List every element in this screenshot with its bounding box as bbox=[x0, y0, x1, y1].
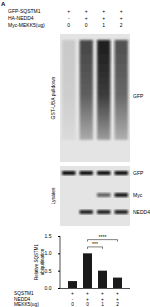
svg-text:A: A bbox=[1, 1, 6, 7]
svg-text:+: + bbox=[102, 15, 105, 21]
svg-text:0: 0 bbox=[86, 302, 89, 307]
svg-text:2: 2 bbox=[116, 302, 119, 307]
svg-text:+: + bbox=[86, 291, 89, 296]
svg-text:+: + bbox=[86, 297, 89, 302]
svg-text:MEKK5(ug): MEKK5(ug) bbox=[14, 302, 39, 307]
svg-text:ubiquitination: ubiquitination bbox=[40, 248, 45, 275]
svg-text:-: - bbox=[72, 297, 74, 302]
svg-text:Lysates: Lysates bbox=[50, 187, 56, 205]
svg-text:0.5: 0.5 bbox=[45, 268, 52, 274]
svg-text:+: + bbox=[120, 15, 123, 21]
svg-text:GFP: GFP bbox=[133, 93, 144, 99]
svg-text:1.0: 1.0 bbox=[45, 250, 52, 256]
svg-text:-: - bbox=[68, 15, 70, 21]
svg-text:0: 0 bbox=[67, 22, 70, 28]
svg-text:+: + bbox=[85, 8, 88, 14]
svg-text:GFP: GFP bbox=[133, 170, 144, 176]
svg-text:+: + bbox=[102, 8, 105, 14]
svg-text:0.0: 0.0 bbox=[45, 285, 52, 290]
svg-text:Myc-MEKK5(ug): Myc-MEKK5(ug) bbox=[8, 22, 45, 28]
svg-text:HA-NEDD4: HA-NEDD4 bbox=[8, 15, 34, 21]
svg-text:****: **** bbox=[99, 234, 107, 240]
svg-text:+: + bbox=[71, 291, 74, 296]
svg-text:+: + bbox=[120, 8, 123, 14]
svg-text:0: 0 bbox=[85, 22, 88, 28]
svg-text:Myc: Myc bbox=[133, 192, 143, 198]
svg-text:1: 1 bbox=[101, 302, 104, 307]
svg-text:+: + bbox=[101, 297, 104, 302]
svg-text:GFP-SQSTM1: GFP-SQSTM1 bbox=[8, 8, 41, 14]
svg-text:***: *** bbox=[92, 241, 98, 247]
svg-text:SQSTM1: SQSTM1 bbox=[14, 291, 34, 296]
svg-text:+: + bbox=[67, 8, 70, 14]
svg-text:1.5: 1.5 bbox=[45, 233, 52, 239]
svg-text:0: 0 bbox=[71, 302, 74, 307]
svg-text:+: + bbox=[116, 291, 119, 296]
svg-text:+: + bbox=[101, 291, 104, 296]
svg-text:NEDD4: NEDD4 bbox=[14, 297, 31, 302]
svg-text:GST-UBA pulldown: GST-UBA pulldown bbox=[50, 76, 56, 119]
svg-text:NEDD4: NEDD4 bbox=[133, 209, 150, 215]
svg-text:2: 2 bbox=[120, 22, 123, 28]
svg-text:1: 1 bbox=[102, 22, 105, 28]
svg-text:+: + bbox=[85, 15, 88, 21]
svg-text:Relative SQSTM1: Relative SQSTM1 bbox=[34, 243, 39, 280]
svg-text:+: + bbox=[116, 297, 119, 302]
